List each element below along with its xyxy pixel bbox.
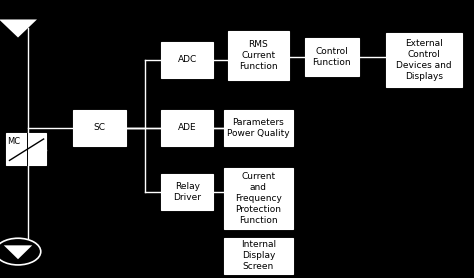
Text: Internal
Display
Screen: Internal Display Screen (241, 240, 276, 271)
Polygon shape (0, 19, 37, 38)
Text: External
Control
Devices and
Displays: External Control Devices and Displays (396, 39, 452, 81)
Text: ADE: ADE (178, 123, 197, 132)
FancyBboxPatch shape (73, 110, 126, 146)
Polygon shape (4, 245, 32, 259)
Text: SC: SC (93, 123, 106, 132)
FancyBboxPatch shape (224, 110, 293, 146)
FancyBboxPatch shape (6, 133, 46, 165)
FancyBboxPatch shape (224, 168, 293, 229)
Text: Control
Function: Control Function (312, 47, 351, 67)
Text: Current
and
Frequency
Protection
Function: Current and Frequency Protection Functio… (235, 172, 282, 225)
Text: RMS
Current
Function: RMS Current Function (239, 40, 278, 71)
Text: MC: MC (8, 137, 21, 146)
FancyBboxPatch shape (224, 238, 293, 274)
Text: ADC: ADC (178, 55, 197, 64)
Text: Relay
Driver: Relay Driver (173, 182, 201, 202)
FancyBboxPatch shape (161, 174, 213, 210)
FancyBboxPatch shape (161, 110, 213, 146)
FancyBboxPatch shape (386, 33, 462, 87)
Text: Parameters
Power Quality: Parameters Power Quality (227, 118, 290, 138)
FancyBboxPatch shape (228, 31, 289, 80)
FancyBboxPatch shape (161, 42, 213, 78)
FancyBboxPatch shape (304, 38, 359, 76)
